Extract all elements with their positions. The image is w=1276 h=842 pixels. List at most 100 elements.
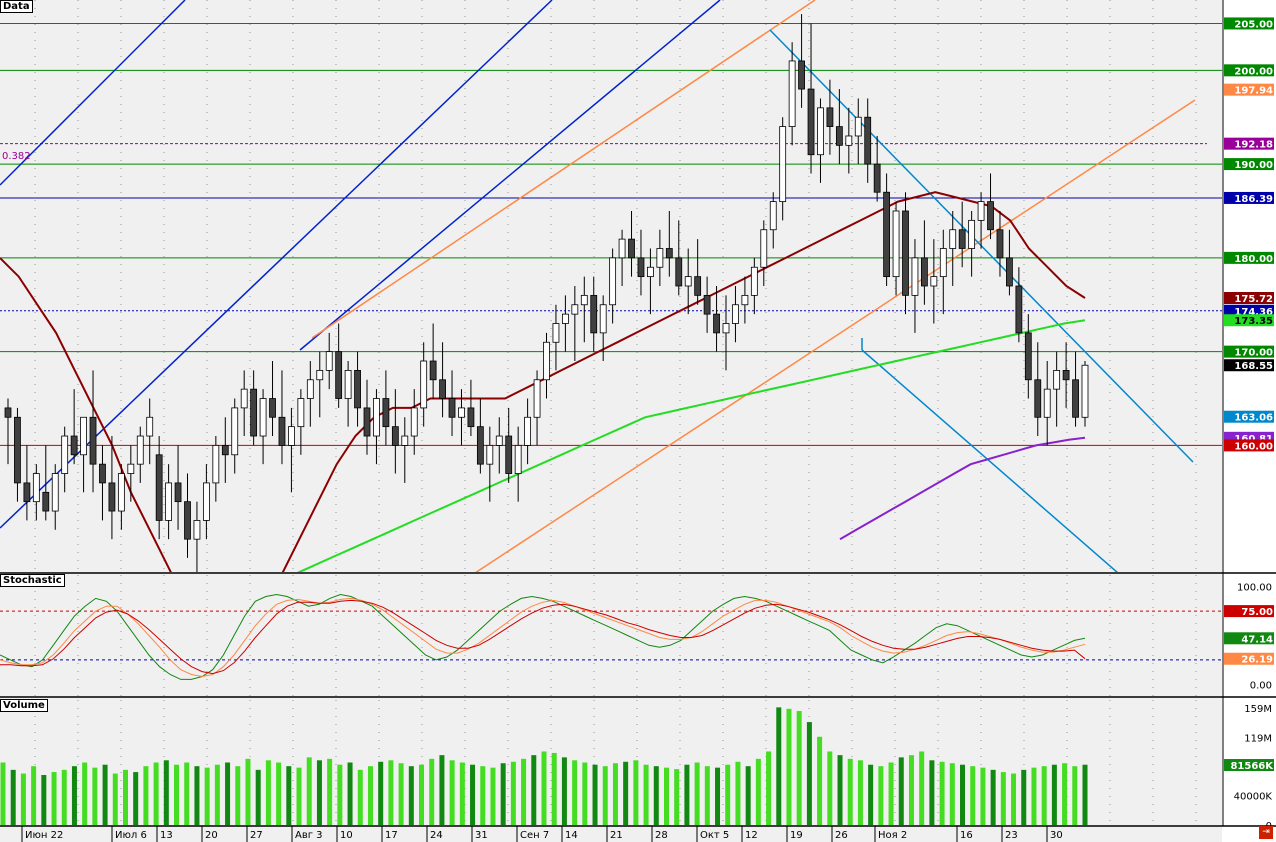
volume-bar: [735, 761, 741, 825]
candle-body: [1081, 364, 1089, 418]
candle-body: [543, 341, 550, 381]
volume-bar: [82, 762, 88, 825]
candle-body: [4, 407, 12, 418]
volume-bar: [214, 764, 220, 825]
date-tick-label: Сен 7: [520, 830, 549, 841]
volume-bar: [633, 760, 639, 825]
volume-bar: [347, 762, 353, 825]
candle-body: [99, 463, 106, 484]
volume-bar: [316, 760, 322, 825]
volume-bar: [1021, 769, 1027, 825]
volume-bar: [0, 762, 6, 825]
candle-body: [798, 60, 805, 90]
price-tag-text: 170.00: [1234, 348, 1273, 359]
candle-body: [448, 398, 456, 418]
volume-bar: [510, 761, 516, 825]
candle-body: [391, 426, 399, 446]
candle-body: [495, 435, 503, 446]
volume-bar: [174, 764, 180, 825]
date-tick-label: 10: [340, 830, 353, 841]
volume-bar: [255, 769, 261, 825]
candle-body: [524, 416, 532, 446]
candle-body: [817, 107, 824, 156]
volume-bar: [663, 767, 669, 825]
candle-body: [439, 379, 446, 399]
date-tick-label: 28: [655, 830, 668, 841]
candle-body: [835, 126, 843, 146]
volume-bar: [541, 751, 547, 825]
price-tag-bg: [1224, 191, 1274, 204]
volume-bar: [357, 769, 363, 825]
scroll-button[interactable]: ⇥: [1259, 826, 1273, 839]
volume-panel-label: Volume: [0, 699, 48, 712]
price-tag-bg: [1224, 251, 1274, 264]
volume-bar: [786, 708, 792, 825]
candle-body: [363, 407, 371, 437]
price-tag-bg: [1224, 158, 1274, 171]
volume-bar: [419, 764, 425, 825]
price-tag-text: 192.18: [1234, 140, 1273, 151]
date-tick-label: 26: [835, 830, 848, 841]
date-tick-label: 17: [385, 830, 398, 841]
candle-body: [231, 407, 239, 456]
volume-bar: [51, 772, 57, 825]
date-tick-label: 27: [250, 830, 263, 841]
candle-body: [750, 266, 758, 296]
candle-body: [514, 445, 522, 474]
volume-bar: [163, 760, 169, 825]
volume-bar: [592, 764, 598, 825]
candle-body: [949, 229, 957, 249]
stoch-tag-text: 26.19: [1241, 655, 1273, 666]
candle-body: [505, 435, 513, 474]
volume-bar: [725, 764, 731, 825]
volume-bar: [337, 764, 343, 825]
price-tag-text: 175.72: [1234, 294, 1273, 305]
candle-body: [911, 257, 919, 296]
volume-bar: [980, 767, 986, 825]
stoch-line: [0, 599, 1086, 675]
date-tick-label: 13: [160, 830, 173, 841]
candle-body: [354, 369, 361, 409]
volume-bar: [1062, 763, 1068, 825]
price-plot-area: [0, 0, 1196, 572]
candle-body: [892, 210, 900, 278]
volume-bar: [439, 755, 445, 825]
candle-body: [618, 238, 626, 259]
volume-bar: [265, 760, 271, 825]
stoch-tag-text: 75.00: [1241, 607, 1273, 618]
candle-body: [561, 313, 569, 324]
price-tag-text: 160.00: [1234, 441, 1273, 452]
volume-bar: [582, 762, 588, 825]
candle-body: [1024, 332, 1032, 381]
candle-body: [580, 294, 588, 306]
volume-bar: [296, 767, 302, 825]
volume-bar: [1011, 773, 1017, 825]
volume-bar: [388, 760, 394, 825]
volume-bar: [653, 766, 659, 825]
price-tag-text: 200.00: [1234, 66, 1273, 77]
volume-bar: [939, 761, 945, 825]
candle-body: [32, 473, 40, 503]
volume-bar: [715, 767, 721, 825]
volume-tag-text: 81566K: [1230, 761, 1274, 772]
candle-body: [647, 266, 654, 278]
volume-bar: [306, 757, 312, 825]
candle-body: [694, 276, 702, 296]
volume-tag-bg: [1224, 759, 1274, 772]
stoch-tag-bg: [1224, 632, 1274, 645]
candle-body: [89, 416, 97, 465]
price-tag-bg: [1224, 292, 1274, 305]
candle-body: [883, 191, 891, 278]
volume-bar: [1082, 764, 1088, 825]
date-tick-label: 21: [610, 830, 623, 841]
volume-bar: [1000, 772, 1006, 825]
candle-body: [1072, 379, 1079, 418]
candle-body: [80, 416, 87, 456]
price-tag-text: 190.00: [1234, 160, 1273, 171]
candle-body: [533, 379, 541, 418]
trend-channel-line: [0, 0, 186, 186]
candle-body: [873, 163, 881, 193]
fib-label: 0.382: [2, 151, 31, 162]
candle-body: [429, 360, 437, 381]
